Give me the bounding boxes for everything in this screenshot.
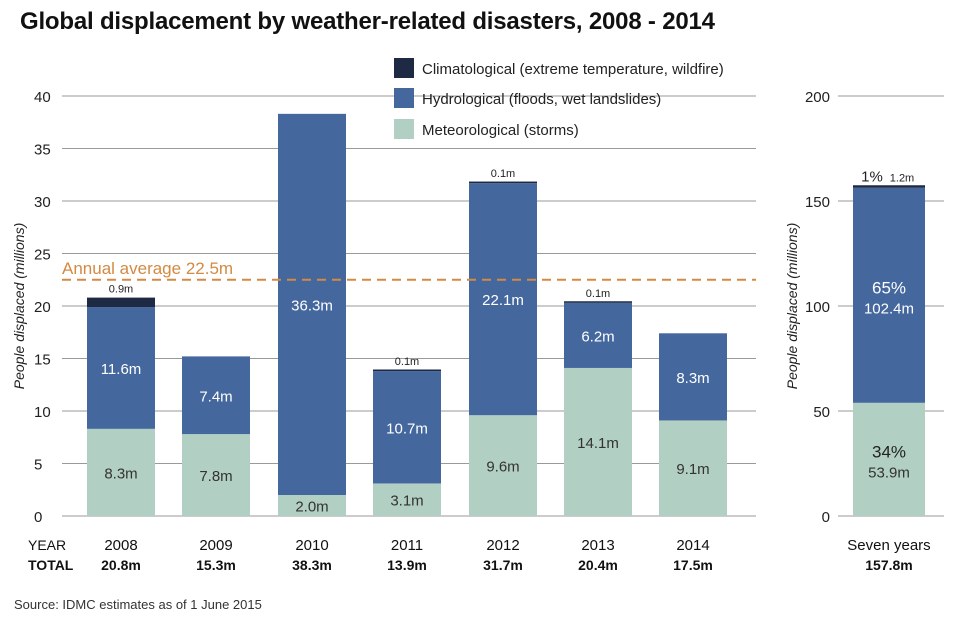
total-label: 38.3m xyxy=(292,557,332,573)
y-tick-label: 150 xyxy=(805,194,830,211)
data-label-meteorological: 53.9m xyxy=(868,464,910,481)
y-tick-label: 50 xyxy=(813,404,830,421)
x-tick-label: 2009 xyxy=(199,537,232,554)
percent-label-climatological: 1% xyxy=(861,168,883,185)
y-tick-label: 30 xyxy=(34,194,51,211)
bar-climatological xyxy=(564,301,632,303)
data-label-meteorological: 9.1m xyxy=(676,461,709,478)
data-label-meteorological: 8.3m xyxy=(104,465,137,482)
y-tick-label: 40 xyxy=(34,89,51,106)
bar-meteorological xyxy=(853,402,925,516)
bar-hydrological xyxy=(182,356,250,435)
data-label-climatological: 0.9m xyxy=(109,284,133,296)
y-tick-label: 15 xyxy=(34,352,51,369)
data-label-hydrological: 22.1m xyxy=(482,292,524,309)
bar-climatological xyxy=(853,185,925,188)
bar-hydrological xyxy=(469,183,537,416)
legend-swatch-climatological xyxy=(394,58,414,78)
y-tick-label: 35 xyxy=(34,142,51,159)
source-note: Source: IDMC estimates as of 1 June 2015 xyxy=(14,597,262,612)
data-label-hydrological: 7.4m xyxy=(199,388,232,405)
bar-hydrological xyxy=(87,307,155,429)
total-label: 15.3m xyxy=(196,557,236,573)
y-tick-label: 0 xyxy=(34,509,42,526)
bar-meteorological xyxy=(87,428,155,516)
y-tick-label: 0 xyxy=(822,509,830,526)
bar-hydrological xyxy=(659,333,727,421)
bar-meteorological xyxy=(278,495,346,516)
bar-meteorological xyxy=(469,415,537,516)
chart-title: Global displacement by weather-related d… xyxy=(20,8,715,35)
data-label-hydrological: 8.3m xyxy=(676,370,709,387)
y-tick-label: 20 xyxy=(34,299,51,316)
y-tick-label: 200 xyxy=(805,89,830,106)
y-tick-label: 5 xyxy=(34,457,42,474)
data-label-climatological: 0.1m xyxy=(586,288,610,300)
y-axis-label: People displaced (millions) xyxy=(784,223,800,390)
data-label-meteorological: 14.1m xyxy=(577,435,619,452)
bar-meteorological xyxy=(659,420,727,516)
data-label-meteorological: 7.8m xyxy=(199,468,232,485)
total-label: 13.9m xyxy=(387,557,427,573)
bar-climatological xyxy=(373,369,441,372)
total-label: 17.5m xyxy=(673,557,713,573)
legend-swatch-meteorological xyxy=(394,119,414,139)
total-label: 20.4m xyxy=(578,557,618,573)
y-tick-label: 100 xyxy=(805,299,830,316)
total-label: 157.8m xyxy=(865,557,912,573)
bar-hydrological xyxy=(853,187,925,403)
data-label-hydrological: 6.2m xyxy=(581,328,614,345)
x-tick-label: 2014 xyxy=(676,537,709,554)
data-label-climatological: 0.1m xyxy=(395,356,419,368)
x-tick-label: 2013 xyxy=(581,537,614,554)
bar-meteorological xyxy=(182,434,250,516)
x-tick-label: 2011 xyxy=(391,537,423,554)
data-label-hydrological: 36.3m xyxy=(291,297,333,314)
x-tick-label: 2008 xyxy=(104,537,137,554)
data-label-hydrological: 11.6m xyxy=(101,361,142,378)
bar-climatological xyxy=(87,297,155,308)
data-label-hydrological: 102.4m xyxy=(864,300,914,317)
y-tick-label: 10 xyxy=(34,404,51,421)
bar-hydrological xyxy=(373,371,441,484)
y-tick-label: 25 xyxy=(34,247,51,264)
data-label-meteorological: 9.6m xyxy=(486,459,519,476)
year-header: YEAR xyxy=(28,537,66,553)
x-tick-label: 2012 xyxy=(486,537,519,554)
data-label-climatological: 0.1m xyxy=(491,168,515,180)
data-label-climatological: 1.2m xyxy=(890,172,914,184)
bar-climatological xyxy=(469,181,537,184)
data-label-meteorological: 2.0m xyxy=(295,499,328,516)
legend-swatch-hydrological xyxy=(394,88,414,108)
total-header: TOTAL xyxy=(28,557,74,573)
total-label: 20.8m xyxy=(101,557,141,573)
legend-label-climatological: Climatological (extreme temperature, wil… xyxy=(422,61,724,78)
bar-hydrological xyxy=(564,302,632,368)
x-tick-label: 2010 xyxy=(295,537,328,554)
bar-meteorological xyxy=(373,483,441,516)
legend-label-hydrological: Hydrological (floods, wet landslides) xyxy=(422,91,661,108)
percent-label-meteorological: 34% xyxy=(872,442,906,461)
bar-meteorological xyxy=(564,367,632,516)
legend-label-meteorological: Meteorological (storms) xyxy=(422,122,579,139)
bar-hydrological xyxy=(278,113,346,495)
total-label: 31.7m xyxy=(483,557,523,573)
annual-average-label: Annual average 22.5m xyxy=(62,259,233,278)
y-axis-label: People displaced (millions) xyxy=(11,223,27,390)
percent-label-hydrological: 65% xyxy=(872,278,906,297)
data-label-hydrological: 10.7m xyxy=(386,420,428,437)
x-tick-label: Seven years xyxy=(847,537,930,554)
data-label-meteorological: 3.1m xyxy=(390,493,423,510)
